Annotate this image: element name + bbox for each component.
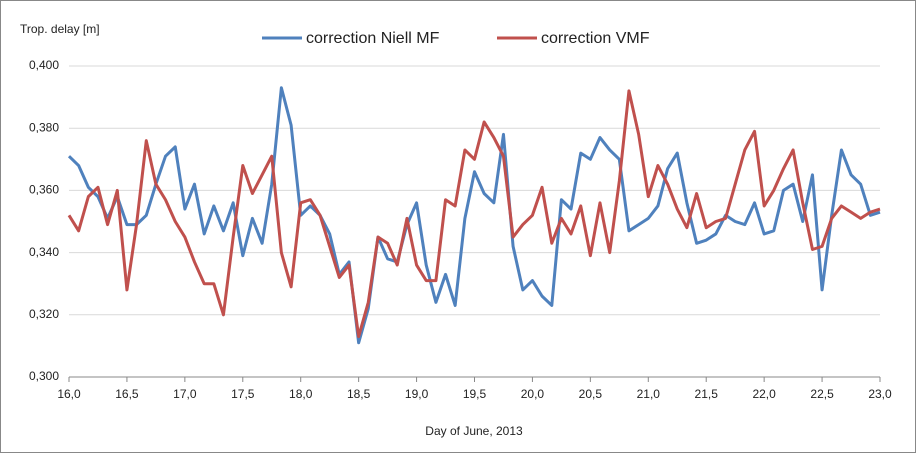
x-tick-label: 17,5 xyxy=(231,387,255,401)
y-tick-label: 0,320 xyxy=(29,307,59,321)
x-tick-label: 19,0 xyxy=(405,387,429,401)
x-tick-label: 21,0 xyxy=(637,387,661,401)
x-tick-label: 19,5 xyxy=(463,387,487,401)
legend-label: correction Niell MF xyxy=(306,30,440,47)
x-tick-label: 20,0 xyxy=(521,387,545,401)
y-tick-label: 0,360 xyxy=(29,183,59,197)
x-tick-label: 16,5 xyxy=(115,387,139,401)
y-tick-label: 0,300 xyxy=(29,369,59,383)
x-tick-label: 23,0 xyxy=(868,387,892,401)
y-tick-label: 0,400 xyxy=(29,58,59,72)
y-tick-label: 0,340 xyxy=(29,245,59,259)
series-line xyxy=(67,89,881,339)
x-tick-label: 22,5 xyxy=(810,387,834,401)
x-tick-label: 21,5 xyxy=(695,387,719,401)
y-axis-label: Trop. delay [m] xyxy=(20,22,100,36)
x-axis-label: Day of June, 2013 xyxy=(425,424,523,438)
x-tick-label: 22,0 xyxy=(752,387,776,401)
x-tick-label: 17,0 xyxy=(173,387,197,401)
y-tick-label: 0,380 xyxy=(29,120,59,134)
legend-label: correction VMF xyxy=(541,30,650,47)
x-tick-label: 18,5 xyxy=(347,387,371,401)
x-tick-label: 18,0 xyxy=(289,387,313,401)
x-tick-label: 16,0 xyxy=(57,387,81,401)
series-line xyxy=(67,86,881,345)
x-tick-label: 20,5 xyxy=(579,387,603,401)
